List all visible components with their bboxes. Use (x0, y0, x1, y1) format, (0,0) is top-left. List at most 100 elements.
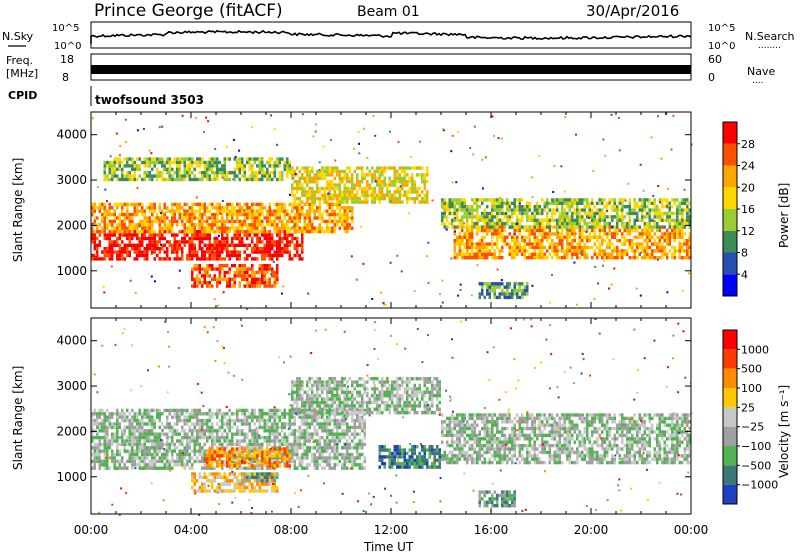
heatmap-cell (363, 200, 366, 204)
heatmap-cell (103, 233, 106, 237)
heatmap-cell (458, 222, 461, 226)
heatmap-cell (166, 253, 169, 258)
heatmap-cell (173, 459, 176, 464)
heatmap-cell (221, 206, 224, 210)
heatmap-cell (146, 415, 149, 419)
heatmap-cell (193, 442, 196, 447)
heatmap-cell (266, 270, 269, 275)
heatmap-cell (523, 249, 526, 253)
heatmap-cell (468, 242, 471, 246)
heatmap-cell (278, 247, 281, 251)
heatmap-cell (141, 236, 144, 241)
heatmap-cell (248, 415, 251, 419)
heatmap-cell (101, 206, 104, 210)
heatmap-cell (456, 198, 459, 202)
heatmap-cell (408, 197, 411, 201)
heatmap-cell (391, 197, 394, 201)
heatmap-cell (211, 250, 214, 254)
heatmap-cell (258, 177, 261, 182)
heatmap-cell (253, 435, 256, 440)
heatmap-cell (496, 218, 499, 222)
heatmap-cell (278, 202, 281, 207)
heatmap-cell (633, 222, 636, 226)
heatmap-cell (426, 180, 429, 184)
heatmap-cell (153, 209, 156, 213)
heatmap-cell (311, 169, 314, 174)
heatmap-cell (271, 449, 274, 453)
heatmap-cell (216, 167, 219, 171)
heatmap-cell (96, 456, 99, 460)
heatmap-cell (171, 229, 174, 234)
heatmap-cell (133, 432, 136, 436)
heatmap-cell (361, 173, 364, 177)
heatmap-cell (211, 212, 214, 217)
heatmap-cell (198, 452, 201, 457)
heatmap-cell (561, 198, 564, 202)
heatmap-cell (228, 277, 231, 281)
heatmap-cell (133, 463, 136, 467)
heatmap-cell (333, 166, 336, 170)
heatmap-cell (348, 180, 351, 184)
heatmap-cell (186, 164, 189, 168)
heatmap-cell (93, 233, 96, 237)
heatmap-cell (203, 171, 206, 175)
heatmap-cell (457, 131, 460, 133)
heatmap-cell (91, 206, 94, 210)
heatmap-cell (263, 243, 266, 247)
heatmap-cell (146, 164, 149, 168)
heatmap-cell (446, 225, 449, 229)
heatmap-cell (148, 412, 151, 416)
heatmap-cell (246, 415, 249, 419)
heatmap-cell (448, 198, 451, 202)
heatmap-cell (123, 233, 126, 237)
heatmap-cell (196, 435, 199, 440)
heatmap-cell (236, 233, 239, 237)
heatmap-cell (183, 243, 186, 247)
heatmap-cell (353, 193, 356, 197)
heatmap-cell (676, 215, 679, 219)
heatmap-cell (103, 212, 106, 217)
heatmap-cell (473, 198, 476, 202)
heatmap-cell (308, 173, 311, 177)
heatmap-cell (283, 202, 286, 207)
heatmap-cell (276, 281, 279, 285)
heatmap-cell (276, 435, 279, 440)
heatmap-cell (571, 252, 574, 256)
heatmap-cell (103, 226, 106, 230)
heatmap-cell (216, 415, 219, 419)
heatmap-cell (292, 177, 295, 180)
heatmap-cell (161, 216, 164, 220)
heatmap-cell (148, 418, 151, 423)
heatmap-cell (183, 466, 186, 470)
heatmap-cell (583, 211, 586, 216)
heatmap-cell (515, 223, 518, 225)
heatmap-cell (516, 292, 519, 296)
heatmap-cell (238, 202, 241, 207)
heatmap-cell (333, 190, 336, 194)
heatmap-cell (668, 235, 671, 239)
heatmap-cell (136, 439, 139, 443)
heatmap-cell (613, 256, 616, 260)
heatmap-cell (501, 208, 504, 212)
heatmap-cell (266, 281, 269, 285)
heatmap-cell (301, 236, 304, 241)
heatmap-cell (346, 176, 349, 180)
heatmap-cell (276, 267, 279, 271)
heatmap-cell (163, 236, 166, 241)
heatmap-cell (148, 160, 151, 165)
colorbar-segment (723, 187, 737, 209)
heatmap-cell (588, 232, 591, 236)
heatmap-cell (171, 449, 174, 453)
heatmap-cell (121, 250, 124, 254)
heatmap-cell (413, 183, 416, 187)
heatmap-cell (671, 228, 674, 233)
heatmap-cell (148, 223, 151, 227)
heatmap-cell (228, 257, 231, 261)
heatmap-cell (266, 439, 269, 443)
heatmap-cell (498, 292, 501, 296)
heatmap-cell (533, 215, 536, 219)
heatmap-cell (198, 177, 201, 182)
heatmap-cell (203, 226, 206, 230)
heatmap-cell (458, 208, 461, 212)
heatmap-cell (621, 198, 624, 202)
